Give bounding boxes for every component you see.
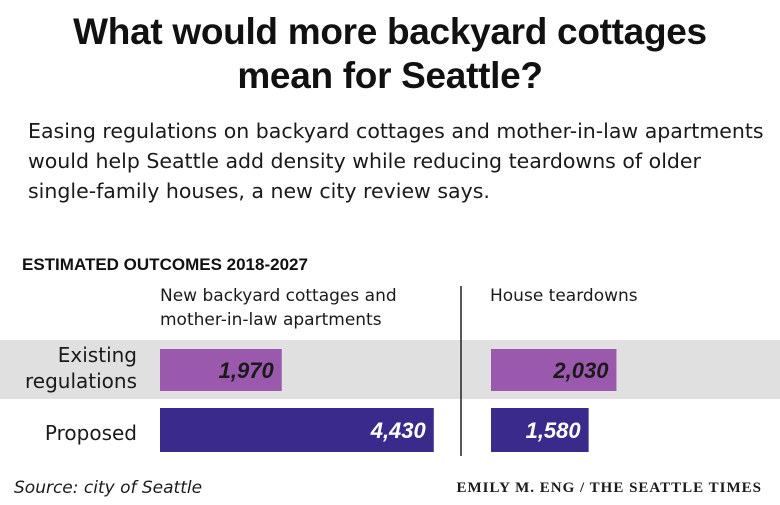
title-line-1: What would more backyard cottages (73, 11, 707, 52)
data-label-panel2-proposed: 1,580 (526, 418, 582, 443)
chart-title: What would more backyard cottages mean f… (0, 10, 780, 98)
row-label-existing-line-1: Existing (58, 343, 137, 367)
existing-row-band (0, 340, 780, 399)
column-header-left-line-1: New backyard cottages and (160, 286, 397, 306)
column-header-left-line-2: mother-in-law apartments (160, 310, 382, 330)
row-label-existing-line-2: regulations (25, 369, 137, 393)
bar-panel1-existing (160, 349, 282, 391)
title-line-2: mean for Seattle? (237, 55, 543, 96)
row-label-proposed: Proposed (45, 421, 137, 445)
column-header-left: New backyard cottages and mother-in-law … (160, 284, 397, 332)
bar-panel2-existing (491, 349, 617, 391)
bar-panel1-proposed (160, 408, 434, 452)
data-label-panel1-existing: 1,970 (219, 358, 275, 383)
data-label-panel1-proposed: 4,430 (370, 418, 427, 443)
data-label-panel2-existing: 2,030 (552, 358, 609, 383)
column-header-right: House teardowns (490, 286, 638, 306)
source-note: Source: city of Seattle (14, 478, 203, 498)
section-label: ESTIMATED OUTCOMES 2018-2027 (22, 255, 308, 274)
bar-panel2-proposed (491, 408, 589, 452)
credit-line: EMILY M. ENG / THE SEATTLE TIMES (456, 480, 762, 496)
chart-subtitle: Easing regulations on backyard cottages … (28, 119, 764, 203)
